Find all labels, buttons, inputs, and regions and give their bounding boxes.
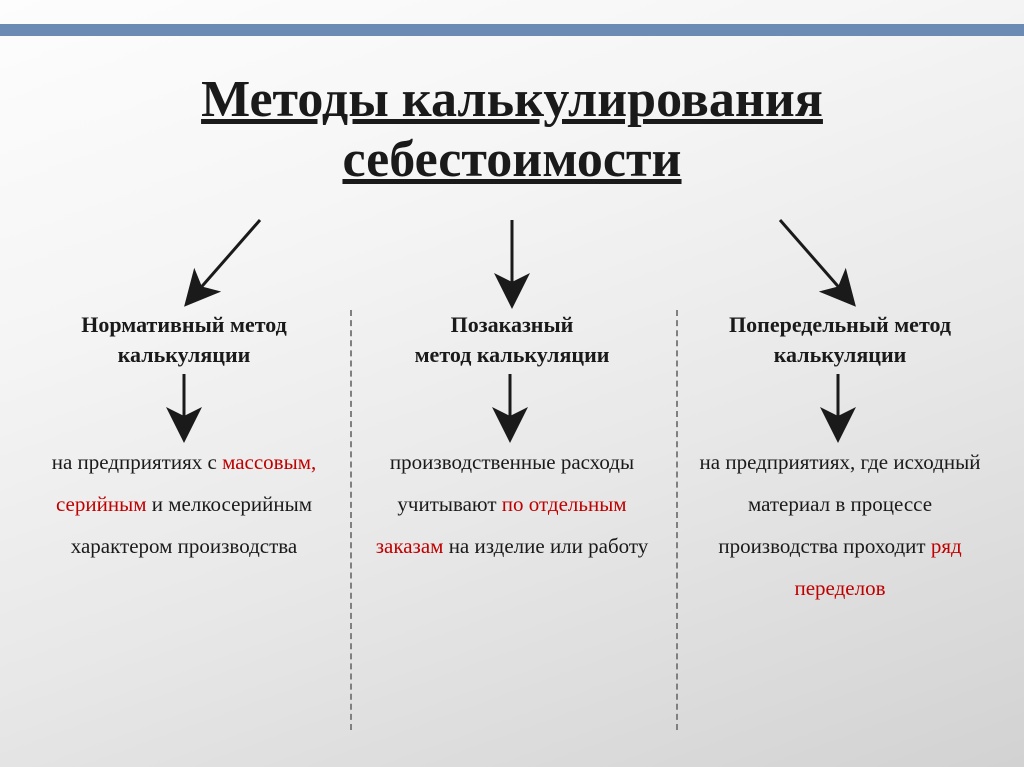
col-head-line2: калькуляции — [690, 340, 990, 370]
columns-row: Нормативный метод калькуляции на предпри… — [34, 310, 990, 609]
col-head-line2: метод калькуляции — [362, 340, 662, 370]
col-head-line1: Нормативный метод — [34, 310, 334, 340]
col-head-line1: Позаказный — [362, 310, 662, 340]
title-line-1: Методы калькулирования — [0, 70, 1024, 130]
top-accent-bar — [0, 24, 1024, 36]
column-head: Позаказный метод калькуляции — [362, 310, 662, 369]
column-description: на предприятиях, где исходный материал в… — [690, 441, 990, 609]
column-description: на предприятиях с массовым, серийным и м… — [34, 441, 334, 567]
column-head: Попередельный метод калькуляции — [690, 310, 990, 369]
column-order: Позаказный метод калькуляции производств… — [362, 310, 662, 609]
column-description: производственные расходы учитывают по от… — [362, 441, 662, 567]
col-head-line2: калькуляции — [34, 340, 334, 370]
column-normative: Нормативный метод калькуляции на предпри… — [34, 310, 334, 609]
col-head-line1: Попередельный метод — [690, 310, 990, 340]
title-line-2: себестоимости — [0, 130, 1024, 190]
page-title: Методы калькулирования себестоимости — [0, 70, 1024, 190]
column-process: Попередельный метод калькуляции на предп… — [690, 310, 990, 609]
column-head: Нормативный метод калькуляции — [34, 310, 334, 369]
